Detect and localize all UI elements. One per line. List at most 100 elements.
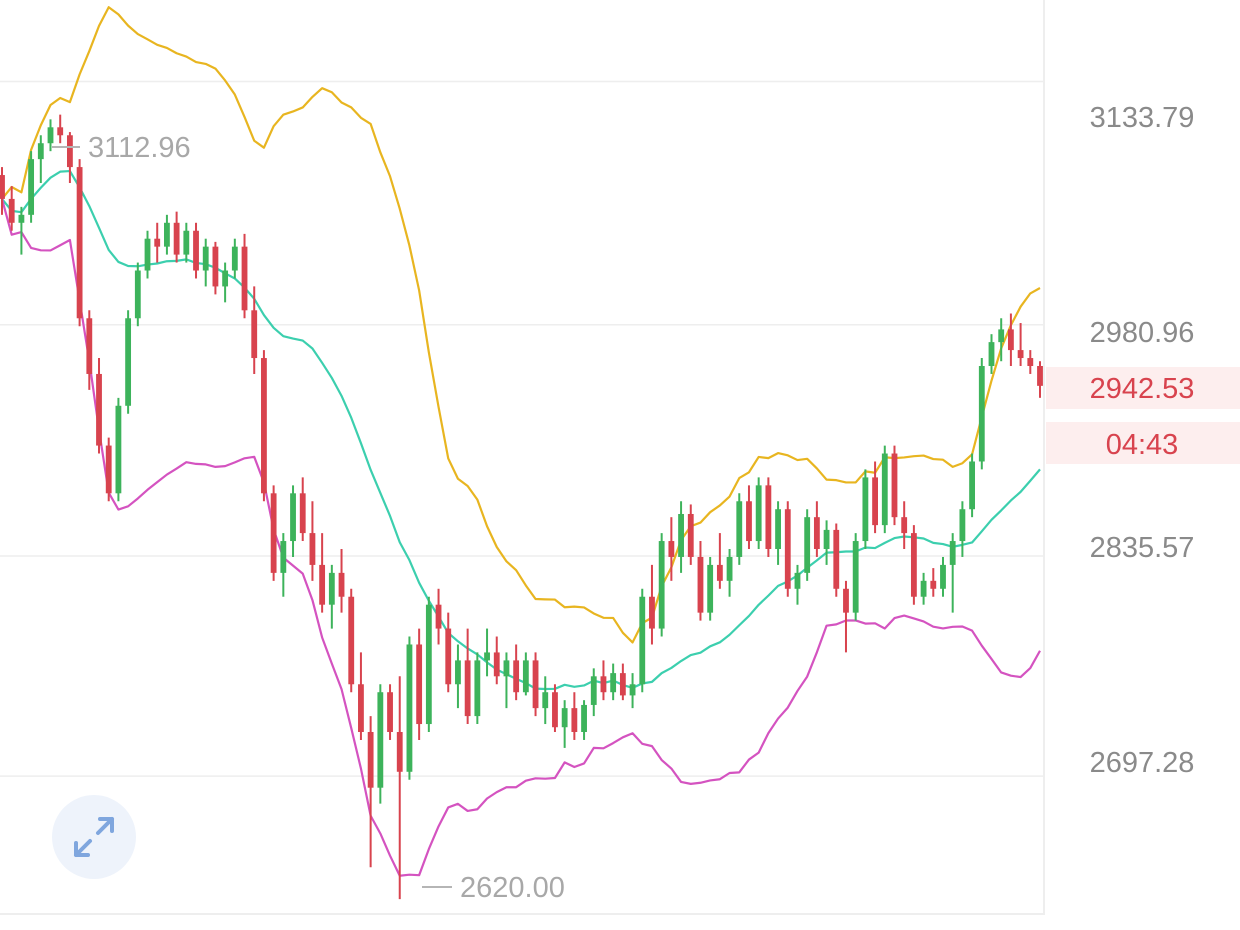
candle [658,533,665,637]
candle-body [687,513,694,557]
candle-body [988,342,995,366]
candle-body [542,692,549,709]
candle-body [998,329,1005,343]
candle [901,501,908,549]
candle-body [425,604,432,725]
candle-body [872,477,878,526]
candle-body [707,564,714,613]
candle-body [503,660,510,677]
candle [319,533,326,613]
candle [843,580,849,653]
candle [455,644,461,709]
candle [522,652,529,696]
candle [755,477,762,549]
candle-body [455,660,461,685]
candle [920,572,927,605]
candle-body [901,517,908,534]
candle-body [222,270,229,287]
last-price-label: 2942.53 [1090,373,1195,405]
candle-body [561,708,568,728]
candle [435,588,442,645]
candle [1037,361,1043,398]
candle [222,262,229,303]
candle-body [212,246,219,287]
candle [784,501,791,597]
lower-band-line [0,198,1041,877]
candle-body [493,652,500,677]
candle-body [940,564,946,589]
candle [37,135,44,183]
bollinger-bands [0,6,1041,877]
candle-body [600,676,607,693]
candle-body [843,588,849,613]
candle-body [231,246,238,271]
candle [144,230,151,279]
last-price-badge: 2942.53 [1046,367,1240,409]
candle [687,504,694,565]
candle [493,636,500,685]
candle [445,612,452,693]
candle [571,692,578,740]
candle [8,186,15,231]
candle [105,437,112,502]
candle-body [387,692,393,732]
candle [270,485,277,581]
candle [697,541,704,621]
candle [231,238,238,279]
candle-body [862,477,869,542]
candle-body [134,270,141,319]
candle-body [96,373,102,446]
candle [125,310,132,414]
candle-body [319,564,326,605]
candle-body [358,684,364,732]
candle-body [76,167,83,319]
candle-body [813,517,820,549]
candle-body [610,673,617,693]
candle-body [978,366,985,462]
candle-body [1007,329,1014,351]
expand-icon [74,817,114,857]
expand-chart-button[interactable] [52,795,136,879]
candle [561,700,568,748]
candle [154,222,161,263]
candle [746,485,752,549]
candle [590,668,597,717]
candle [804,509,811,581]
candle [396,676,403,900]
candle [309,501,316,581]
candle-body [1027,358,1034,366]
candle-body [261,358,267,494]
candle [348,588,355,693]
candle [173,211,180,263]
candle [852,533,859,621]
upper-band-line [1,6,1041,644]
candle-body [1037,366,1043,386]
candle [678,501,684,573]
candle [86,310,93,390]
candle [377,684,384,804]
candle-body [406,644,413,772]
candle-body [532,660,539,709]
candle-body [590,676,597,705]
candle [988,334,995,374]
candle-body [522,660,529,693]
candle [28,151,35,223]
candle [416,628,423,740]
candle-body [969,461,976,510]
candle [649,564,655,645]
candle-body [435,604,442,629]
candle-body [338,572,345,597]
candle-body [66,135,73,168]
candle [1027,350,1034,374]
candle [290,485,296,557]
candle-body [144,238,151,271]
candle-body [775,509,781,549]
candle [862,469,869,549]
candle [183,222,190,263]
candle-body [823,529,830,549]
candle [969,453,976,518]
candle [1017,323,1024,366]
high-marker: 3112.96 [52,132,191,164]
